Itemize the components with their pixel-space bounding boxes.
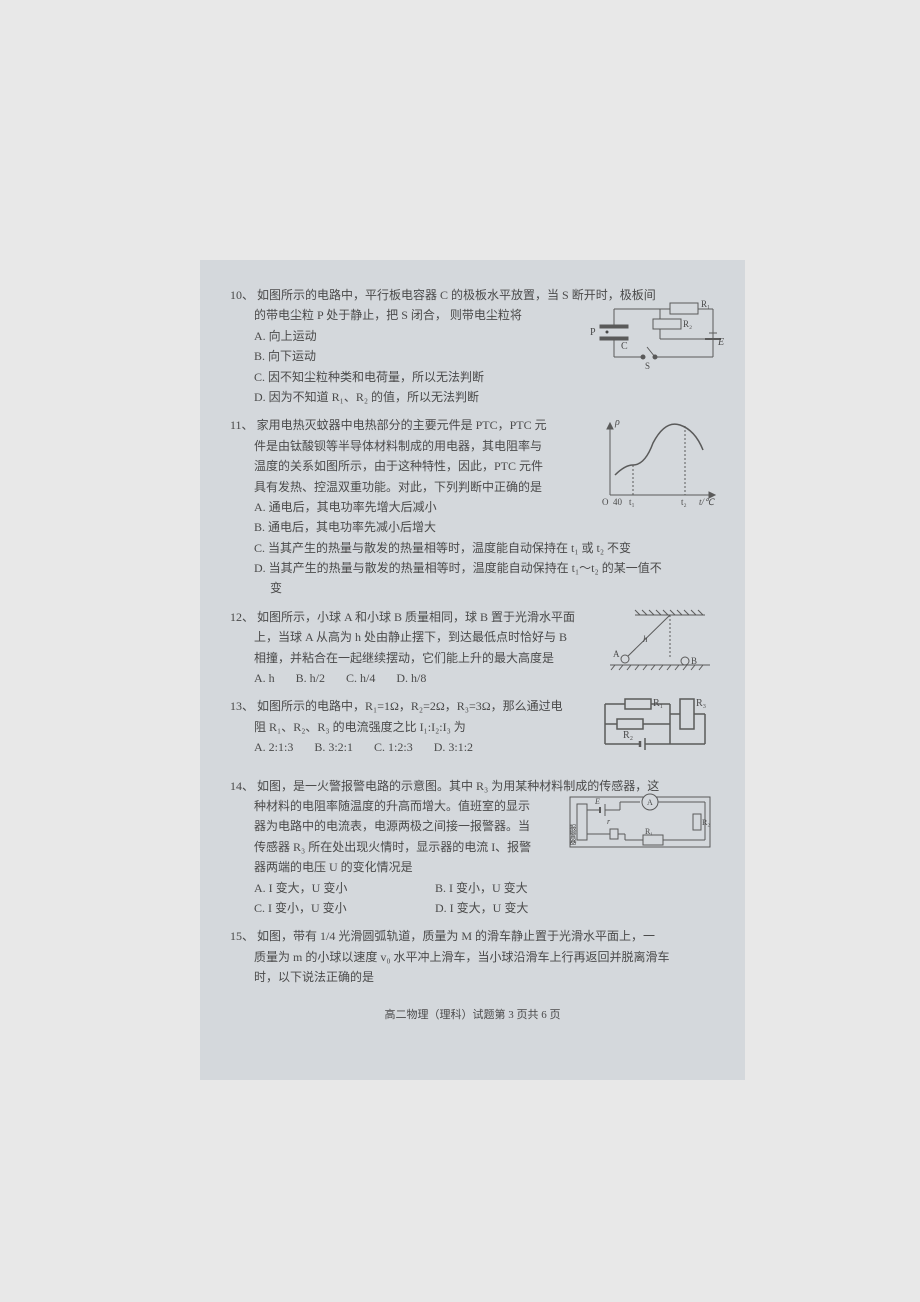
q14-label-R1: R₁ — [645, 827, 653, 836]
q13-num: 13、 — [230, 699, 254, 713]
q13-opt-B: B. 3:2:1 — [314, 737, 353, 757]
q14-stem-1: 如图，是一火警报警电路的示意图。其中 R₃ 为用某种材料制成的传感器，这 — [257, 779, 659, 793]
q12-num: 12、 — [230, 610, 254, 624]
q11-opt-C: C. 当其产生的热量与散发的热量相等时，温度能自动保持在 t₁ 或 t₂ 不变 — [254, 538, 715, 558]
page-footer: 高二物理（理科）试题第 3 页共 6 页 — [230, 1006, 715, 1025]
q14-figure: A E r R₁ R₂ 报警器 — [565, 792, 715, 854]
q14-opt-C: C. I 变小，U 变小 — [254, 898, 414, 918]
q11-ylabel: ρ — [614, 417, 620, 428]
q12-opt-D: D. h/8 — [396, 668, 426, 688]
question-13: R₁ R₂ R₃ 13、 如图所示的电路中，R₁=1Ω，R₂=2Ω，R₃=3Ω，… — [230, 696, 715, 757]
q12-label-h: h — [643, 634, 648, 644]
question-11: ρ O 40 t₁ t₂ t/℃ 11、 家用电热灭蚊器中电热部分的主要元件是 … — [230, 415, 715, 599]
q12-opt-A: A. h — [254, 668, 275, 688]
q12-opt-B: B. h/2 — [296, 668, 325, 688]
q14-label-r: r — [607, 817, 611, 826]
q10-label-S: S — [645, 361, 650, 371]
q11-tick-t1: t₁ — [629, 497, 635, 507]
q14-label-A: A — [647, 798, 653, 807]
q15-stem-3: 时，以下说法正确的是 — [254, 967, 715, 987]
q10-opt-D: D. 因为不知道 R₁、R₂ 的值，所以无法判断 — [254, 387, 715, 407]
q15-stem-1: 如图，带有 1/4 光滑圆弧轨道，质量为 M 的滑车静止置于光滑水平面上，一 — [257, 929, 655, 943]
q12-label-A: A — [613, 649, 620, 659]
q13-label-R1: R₁ — [653, 698, 663, 709]
q14-opt-B: B. I 变小，U 变大 — [435, 878, 528, 898]
q14-options-2: C. I 变小，U 变小 D. I 变大，U 变大 — [254, 898, 715, 918]
q11-stem-1: 家用电热灭蚊器中电热部分的主要元件是 PTC，PTC 元 — [257, 418, 547, 432]
q15-num: 15、 — [230, 929, 254, 943]
q13-opt-D: D. 3:1:2 — [434, 737, 473, 757]
q10-figure: P C S E R₁ R₂ — [585, 297, 725, 377]
q14-num: 14、 — [230, 779, 254, 793]
q12-label-B: B — [691, 656, 697, 666]
q13-figure: R₁ R₂ R₃ — [595, 694, 715, 754]
q10-label-C: C — [621, 341, 628, 352]
q10-label-E: E — [717, 337, 724, 348]
q12-stem-1: 如图所示，小球 A 和小球 B 质量相同，球 B 置于光滑水平面 — [257, 610, 575, 624]
q11-xlabel: t/℃ — [699, 497, 715, 507]
exam-page: P C S E R₁ R₂ 10、 如图所示的电路中，平行板电容器 C 的极板水… — [200, 260, 745, 1080]
question-14: A E r R₁ R₂ 报警器 14、 如图，是一火警报警电路的示意图。其中 R… — [230, 776, 715, 919]
question-10: P C S E R₁ R₂ 10、 如图所示的电路中，平行板电容器 C 的极板水… — [230, 285, 715, 407]
q11-tick-t2: t₂ — [681, 497, 687, 507]
q11-figure: ρ O 40 t₁ t₂ t/℃ — [595, 415, 725, 510]
q13-opt-C: C. 1:2:3 — [374, 737, 413, 757]
q10-label-R2: R₂ — [683, 319, 692, 329]
q14-stem-5: 器两端的电压 U 的变化情况是 — [254, 857, 715, 877]
q13-label-R2: R₂ — [623, 730, 633, 741]
q11-opt-D: D. 当其产生的热量与散发的热量相等时，温度能自动保持在 t₁～t₂ 的某一值不 — [254, 558, 715, 578]
q14-label-alarm: 报警器 — [569, 823, 577, 846]
svg-text:O: O — [602, 497, 609, 507]
q10-num: 10、 — [230, 288, 254, 302]
q14-opt-D: D. I 变大，U 变大 — [435, 898, 528, 918]
q12-figure: A B h — [605, 607, 715, 679]
q11-opt-D-cont: 变 — [270, 578, 715, 598]
q12-opt-C: C. h/4 — [346, 668, 375, 688]
q14-options-1: A. I 变大，U 变小 B. I 变小，U 变大 — [254, 878, 715, 898]
q10-label-P: P — [590, 327, 596, 338]
q11-opt-B: B. 通电后，其电功率先减小后增大 — [254, 517, 715, 537]
q14-label-E: E — [594, 797, 600, 806]
q10-label-R1: R₁ — [701, 299, 710, 309]
q11-num: 11、 — [230, 418, 254, 432]
question-12: A B h 12、 如图所示，小球 A 和小球 B 质量相同，球 B 置于光滑水… — [230, 607, 715, 689]
q13-opt-A: A. 2:1:3 — [254, 737, 293, 757]
question-15: 15、 如图，带有 1/4 光滑圆弧轨道，质量为 M 的滑车静止置于光滑水平面上… — [230, 926, 715, 987]
q14-label-R2: R₂ — [702, 818, 710, 827]
q14-opt-A: A. I 变大，U 变小 — [254, 878, 414, 898]
q13-label-R3: R₃ — [696, 698, 706, 709]
q11-tick-40: 40 — [613, 497, 623, 507]
q15-stem-2: 质量为 m 的小球以速度 v₀ 水平冲上滑车，当小球沿滑车上行再返回并脱离滑车 — [254, 947, 715, 967]
q13-stem-1: 如图所示的电路中，R₁=1Ω，R₂=2Ω，R₃=3Ω，那么通过电 — [257, 699, 563, 713]
